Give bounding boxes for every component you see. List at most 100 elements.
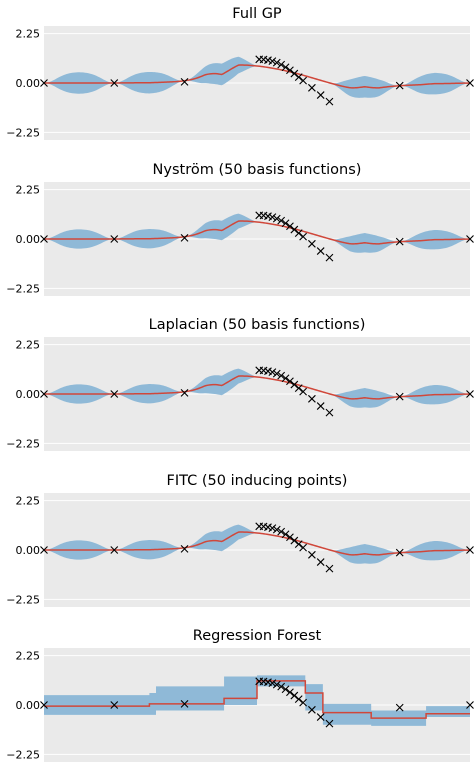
y-tick-label: −2.25	[6, 126, 40, 139]
y-tick-label: −2.25	[6, 437, 40, 450]
observation-point	[286, 222, 294, 231]
observation-point	[281, 219, 290, 228]
observation-point	[272, 214, 281, 223]
observation-point	[272, 680, 281, 689]
observation-point	[277, 527, 286, 536]
panel-1: Full GP 2.25 0.00 −2.25	[6, 6, 474, 140]
observation-point	[308, 550, 316, 559]
observation-point	[272, 369, 281, 378]
observation-point	[286, 377, 294, 386]
observation-point	[294, 695, 303, 703]
observation-point	[110, 79, 119, 87]
observation-point	[281, 63, 290, 72]
panel-title: Nyström (50 basis functions)	[153, 162, 362, 178]
observation-point	[316, 558, 325, 566]
observation-point	[110, 235, 119, 243]
observation-point	[286, 533, 294, 542]
observation-point	[281, 374, 290, 383]
observation-point	[308, 705, 316, 714]
observation-point	[180, 78, 189, 86]
panel-5: Regression Forest 2.25 0.00 −2.25	[6, 628, 474, 762]
observation-point	[466, 546, 474, 554]
observation-point	[180, 234, 189, 242]
observation-point	[290, 380, 299, 389]
observation-point	[299, 232, 308, 241]
observation-point	[290, 691, 299, 700]
observation-point	[325, 564, 334, 573]
observation-point	[268, 57, 277, 65]
y-tick-label: 0.00	[16, 544, 41, 557]
observation-point	[294, 73, 303, 81]
y-tick-label: 2.25	[16, 339, 41, 352]
observation-point	[395, 81, 404, 90]
observation-point	[395, 237, 404, 246]
y-tick-label: −2.25	[6, 282, 40, 295]
observation-point	[110, 390, 119, 398]
observation-point	[286, 66, 294, 75]
observation-point	[40, 390, 48, 398]
panel-title: Full GP	[232, 6, 282, 22]
y-tick-label: −2.25	[6, 748, 40, 761]
y-tick-label: 0.00	[16, 77, 41, 90]
observation-point	[294, 229, 303, 237]
panel-title: Laplacian (50 basis functions)	[149, 317, 366, 333]
observation-point	[316, 91, 325, 99]
observation-point	[40, 701, 48, 709]
observation-point	[308, 239, 316, 248]
y-tick-label: 2.25	[16, 495, 41, 508]
observation-point	[272, 58, 281, 67]
observation-point	[268, 679, 277, 687]
observation-point	[316, 247, 325, 255]
observation-point	[40, 546, 48, 554]
observation-point	[272, 525, 281, 534]
observation-point	[299, 387, 308, 396]
observation-point	[395, 703, 404, 712]
observation-point	[299, 76, 308, 85]
observation-point	[325, 253, 334, 262]
y-tick-label: −2.25	[6, 593, 40, 606]
panel-2: Nyström (50 basis functions) 2.25 0.00 −2.2…	[6, 162, 474, 296]
observation-point	[290, 536, 299, 545]
observation-point	[40, 235, 48, 243]
y-tick-label: 2.25	[16, 184, 41, 197]
observation-point	[268, 524, 277, 532]
observation-point	[299, 698, 308, 707]
observation-point	[180, 700, 189, 708]
y-tick-label: 0.00	[16, 699, 41, 712]
mean-line	[44, 680, 470, 719]
panel-4: FITC (50 inducing points) 2.25 0.00 −2.25	[6, 473, 474, 607]
observation-point	[325, 408, 334, 417]
observation-point	[395, 548, 404, 557]
observation-point	[466, 235, 474, 243]
observation-point	[325, 97, 334, 106]
observation-point	[110, 546, 119, 554]
observation-point	[299, 543, 308, 552]
observation-point	[277, 682, 286, 691]
observation-point	[286, 688, 294, 697]
observation-point	[294, 540, 303, 548]
y-tick-label: 2.25	[16, 650, 41, 663]
panel-title: Regression Forest	[193, 628, 322, 644]
panel-title: FITC (50 inducing points)	[167, 473, 348, 489]
observation-point	[268, 213, 277, 221]
y-tick-label: 0.00	[16, 388, 41, 401]
observation-point	[290, 69, 299, 78]
observation-point	[290, 225, 299, 234]
y-tick-label: 2.25	[16, 28, 41, 41]
observation-point	[466, 79, 474, 87]
observation-point	[308, 83, 316, 92]
observation-point	[268, 368, 277, 376]
observation-point	[466, 390, 474, 398]
observation-point	[316, 402, 325, 410]
observation-point	[277, 216, 286, 225]
observation-point	[281, 685, 290, 694]
observation-point	[466, 701, 474, 709]
observation-point	[180, 389, 189, 397]
observation-point	[277, 60, 286, 69]
observation-point	[308, 394, 316, 403]
observation-point	[294, 384, 303, 392]
observation-point	[316, 713, 325, 721]
panel-3: Laplacian (50 basis functions) 2.25 0.00 −2…	[6, 317, 474, 451]
observation-point	[281, 530, 290, 539]
